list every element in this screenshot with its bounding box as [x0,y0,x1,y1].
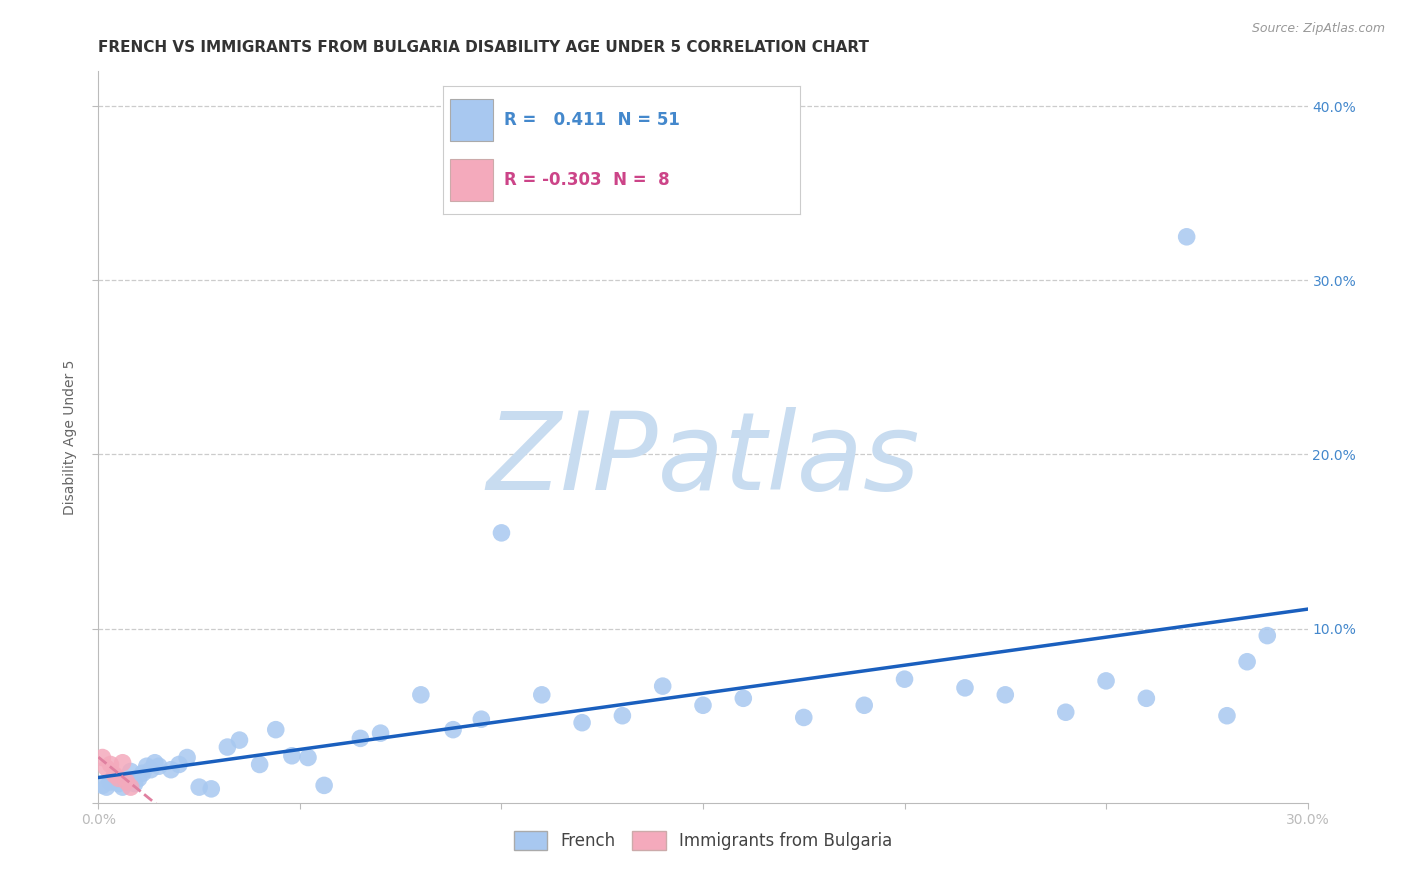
Point [571,715,593,730]
Point [96,761,118,775]
Point [953,681,976,695]
Point [1054,705,1077,719]
Point [160,763,183,777]
Point [1095,673,1118,688]
Point [349,731,371,746]
Point [530,688,553,702]
Point [228,733,250,747]
Point [100,775,122,789]
Point [200,781,222,796]
Point [103,770,125,784]
Point [370,726,392,740]
Point [111,756,134,770]
Point [651,679,673,693]
Point [893,672,915,686]
Text: Source: ZipAtlas.com: Source: ZipAtlas.com [1251,22,1385,36]
Legend: French, Immigrants from Bulgaria: French, Immigrants from Bulgaria [508,824,898,856]
Point [1135,691,1157,706]
Point [132,766,155,780]
Point [217,740,239,755]
Point [441,723,464,737]
Point [1236,655,1258,669]
Point [249,757,271,772]
Point [120,780,142,794]
Point [994,688,1017,702]
Point [793,710,815,724]
Point [91,778,114,792]
Point [148,759,170,773]
Point [135,759,157,773]
Point [1216,708,1239,723]
Point [91,750,114,764]
Point [107,772,129,786]
Point [115,775,138,789]
Point [612,708,634,723]
Y-axis label: Disability Age Under 5: Disability Age Under 5 [63,359,77,515]
Text: ZIPatlas: ZIPatlas [486,407,920,511]
Point [111,780,134,794]
Text: FRENCH VS IMMIGRANTS FROM BULGARIA DISABILITY AGE UNDER 5 CORRELATION CHART: FRENCH VS IMMIGRANTS FROM BULGARIA DISAB… [98,40,869,55]
Point [264,723,287,737]
Point [314,778,336,792]
Point [167,757,190,772]
Point [120,764,142,779]
Point [853,698,876,713]
Point [1175,229,1198,244]
Point [107,777,129,791]
Point [491,525,513,540]
Point [692,698,714,713]
Point [124,777,146,791]
Point [188,780,211,794]
Point [100,757,122,772]
Point [409,688,432,702]
Point [297,750,319,764]
Point [128,772,150,786]
Point [143,756,166,770]
Point [176,750,198,764]
Point [96,780,118,794]
Point [1256,629,1278,643]
Point [139,763,162,777]
Point [115,773,138,788]
Point [470,712,492,726]
Point [281,748,304,763]
Point [103,768,125,782]
Point [733,691,755,706]
